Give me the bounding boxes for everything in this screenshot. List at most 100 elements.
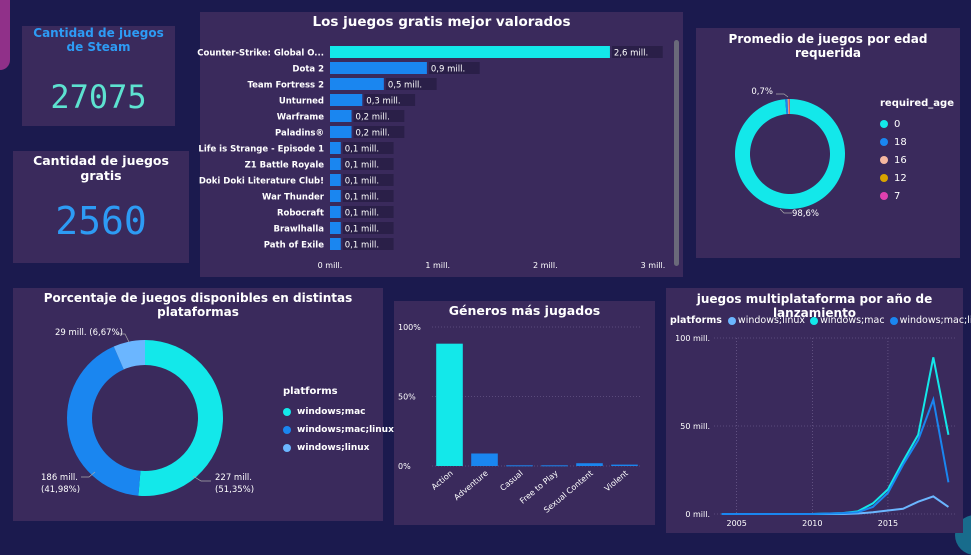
bar: [330, 222, 341, 234]
data-label-bg: [353, 126, 405, 138]
data-label: 0,1 mill.: [345, 225, 379, 235]
donut-slice: [785, 99, 789, 115]
data-label-bg: [342, 206, 394, 218]
platform-donut-panel: Porcentaje de juegos disponibles en dist…: [13, 288, 394, 521]
category-label: Z1 Battle Royale: [245, 161, 325, 171]
bar: [330, 94, 363, 106]
data-label: (41,98%): [41, 485, 80, 495]
category-label: Brawlhalla: [273, 225, 324, 235]
chart-title: Porcentaje de juegos disponibles en dist…: [43, 291, 353, 319]
legend-label: 0: [894, 118, 901, 130]
legend-label: windows;linux: [297, 443, 370, 453]
data-label-bg: [342, 222, 394, 234]
category-label: Path of Exile: [264, 241, 324, 251]
x-tick-label: Casual: [498, 469, 524, 493]
legend-item[interactable]: windows;linux: [283, 439, 394, 457]
y-tick-label: 100%: [398, 323, 421, 332]
y-tick-label: 0%: [398, 462, 411, 471]
data-label: 98,6%: [792, 209, 819, 219]
category-label: Robocraft: [277, 209, 324, 219]
data-label: 186 mill.: [41, 473, 78, 483]
legend-marker: [880, 192, 888, 200]
data-label: 0,1 mill.: [345, 177, 379, 187]
data-label: 0,1 mill.: [345, 241, 379, 251]
legend-title: platforms: [283, 386, 338, 397]
scrollbar[interactable]: [674, 40, 679, 266]
kpi-value: 2560: [55, 199, 147, 243]
legend-item[interactable]: windows;mac;lin...: [889, 315, 971, 326]
legend-item[interactable]: 12: [880, 169, 954, 187]
x-tick-label: 0 mill.: [318, 261, 343, 270]
genres-panel: Géneros más jugados 0% 50% 100% Action Adven…: [394, 301, 655, 525]
data-label: 0,9 mill.: [431, 65, 465, 75]
data-label: 0,3 mill.: [366, 97, 400, 107]
data-label-bg: [611, 46, 663, 58]
bar: [330, 190, 341, 202]
bar: [436, 343, 463, 466]
data-label-bg: [342, 190, 394, 202]
donut-slice: [789, 99, 790, 115]
legend-item[interactable]: windows;linux: [727, 315, 805, 326]
legend-item[interactable]: 16: [880, 151, 954, 169]
bar: [330, 110, 352, 122]
bar: [330, 46, 610, 58]
data-label-bg: [364, 94, 416, 106]
bar: [330, 238, 341, 250]
legend-label: windows;mac;linux: [297, 425, 394, 435]
data-label: 0,1 mill.: [345, 209, 379, 219]
bar: [330, 126, 352, 138]
category-label: War Thunder: [262, 193, 325, 203]
bar: [576, 463, 603, 466]
bar: [330, 174, 341, 186]
leader-line: [776, 93, 789, 98]
data-label-bg: [353, 110, 405, 122]
bar: [541, 465, 568, 467]
legend-label: windows;mac;lin...: [899, 315, 971, 326]
data-label: (51,35%): [215, 485, 254, 495]
data-label-bg: [385, 78, 437, 90]
x-tick-label: 2 mill.: [533, 261, 558, 270]
age-donut-panel: Promedio de juegos por edad requerida 0,…: [696, 28, 960, 258]
donut-slice: [787, 99, 789, 115]
data-label: 2,6 mill.: [614, 49, 648, 59]
bar: [330, 158, 341, 170]
legend-item[interactable]: windows;mac: [283, 403, 394, 421]
legend-marker: [283, 444, 291, 452]
x-tick-label: Adventure: [452, 469, 490, 503]
multiplatform-chart: 0 mill. 50 mill. 100 mill. 2005 2010 2015: [675, 334, 956, 528]
x-tick-label: Violent: [603, 469, 630, 494]
chart-title: juegos multiplataforma por año de lanzam…: [696, 292, 933, 320]
data-label: 0,1 mill.: [345, 193, 379, 203]
category-label: Counter-Strike: Global O...: [197, 49, 324, 59]
legend-label: 7: [894, 190, 901, 202]
age-donut-chart: 0,7% 98,6%: [735, 87, 845, 219]
legend-item[interactable]: 7: [880, 187, 954, 205]
kpi-steam-games: Cantidad de juegos de Steam 27075: [22, 26, 175, 126]
legend-item[interactable]: 0: [880, 115, 954, 133]
y-tick-label: 0 mill.: [685, 510, 710, 519]
leader-line: [117, 333, 130, 343]
legend-marker: [727, 316, 736, 325]
leader-line: [81, 471, 96, 478]
bar: [471, 453, 498, 466]
legend-marker: [880, 120, 888, 128]
legend-title: required_age: [880, 98, 954, 109]
category-label: Unturned: [279, 97, 324, 107]
top-free-games-panel: Los juegos gratis mejor valorados Counte…: [197, 12, 683, 277]
legend-item[interactable]: 18: [880, 133, 954, 151]
platform-donut-chart: 227 mill. (51,35%) 186 mill. (41,98%) 29 mil…: [41, 328, 254, 496]
legend-item[interactable]: windows;mac: [810, 315, 885, 326]
bar: [330, 142, 341, 154]
x-tick-label: 2010: [802, 519, 822, 528]
category-label: Paladins®: [275, 129, 324, 139]
bar: [330, 206, 341, 218]
legend-marker: [880, 138, 888, 146]
category-label: Dota 2: [292, 65, 324, 75]
donut-slice: [113, 340, 145, 370]
series-line: [721, 357, 950, 515]
legend-title: platforms: [670, 315, 722, 326]
legend-item[interactable]: windows;mac;linux: [283, 421, 394, 439]
legend-marker: [880, 156, 888, 164]
y-tick-label: 100 mill.: [675, 334, 710, 343]
data-label: 0,7%: [751, 87, 773, 97]
